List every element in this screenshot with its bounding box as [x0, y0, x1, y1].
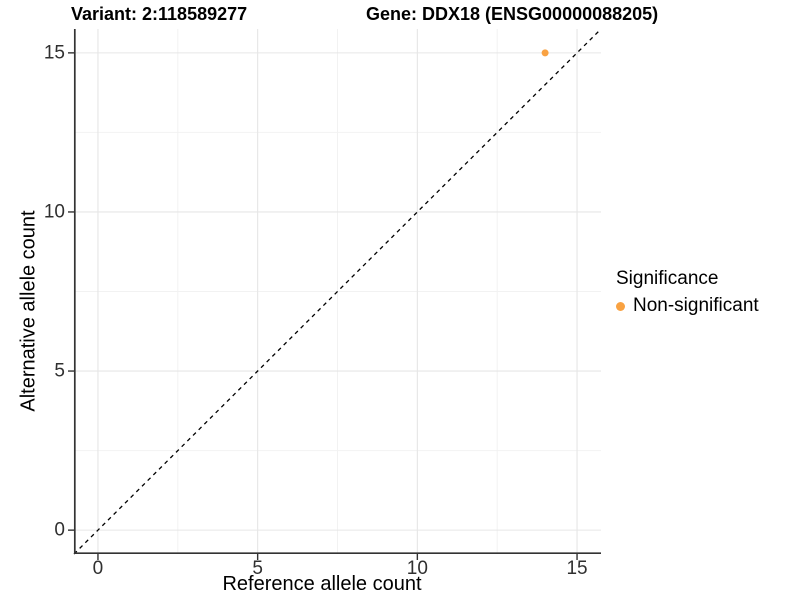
legend-item-non-significant: Non-significant [616, 295, 759, 317]
y-axis-title: Alternative allele count [17, 210, 40, 412]
gene-title: Gene: DDX18 (ENSG00000088205) [366, 4, 659, 24]
identity-line [73, 28, 602, 555]
y-tick-label: 15 [43, 42, 65, 64]
data-point [541, 49, 549, 57]
y-tick-label: 0 [54, 519, 65, 541]
y-tick-label: 10 [43, 201, 65, 223]
plot-panel [68, 28, 602, 560]
variant-title: Variant: 2:118589277 [71, 4, 248, 24]
non-significant-dot-icon [616, 301, 625, 311]
legend: Significance Non-significant [616, 268, 759, 317]
x-tick-label: 10 [406, 558, 428, 579]
x-tick-label: 5 [252, 558, 263, 579]
x-axis-title: Reference allele count [222, 573, 422, 595]
legend-title: Significance [616, 268, 719, 289]
x-tick-label: 0 [92, 558, 104, 579]
legend-item-label: Non-significant [633, 295, 759, 316]
x-tick-label: 15 [566, 558, 588, 579]
y-tick-label: 5 [54, 360, 65, 382]
